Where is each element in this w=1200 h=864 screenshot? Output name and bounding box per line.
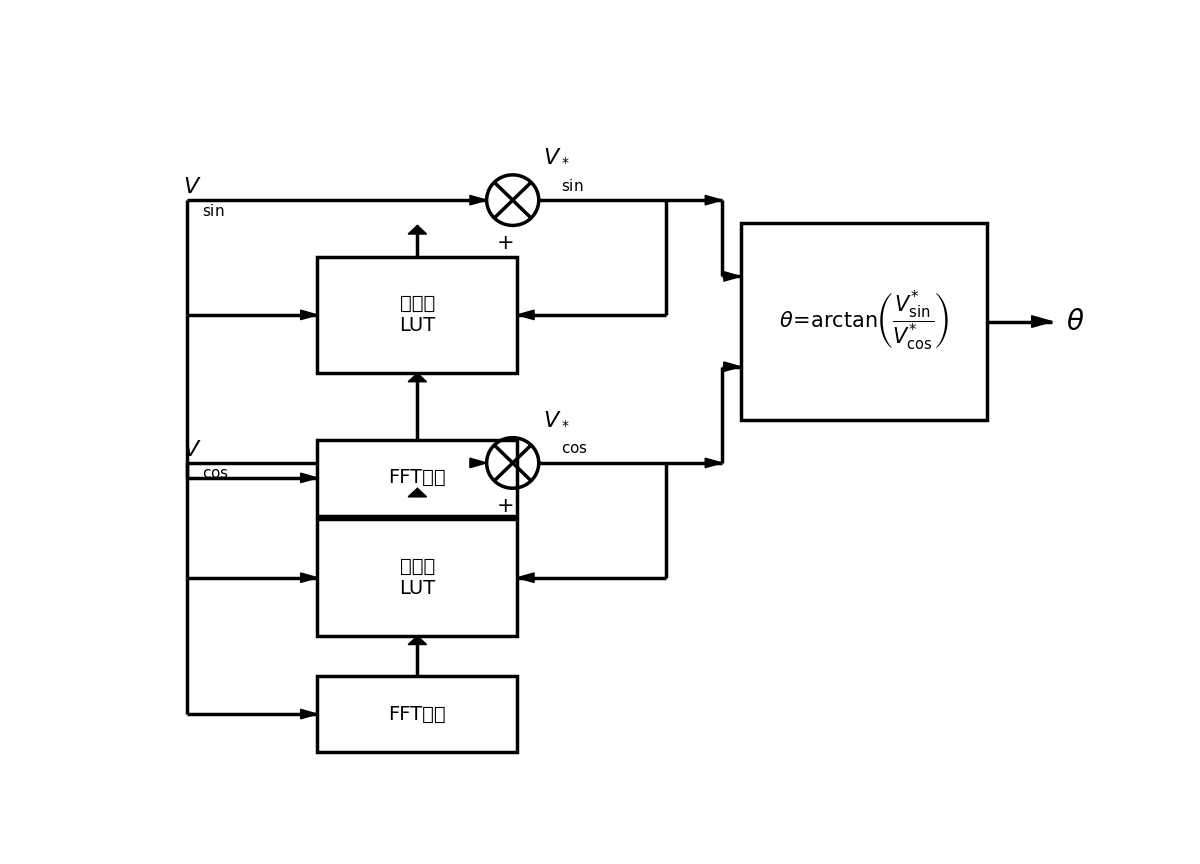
Text: 查找表
LUT: 查找表 LUT xyxy=(400,557,436,598)
Text: $*$: $*$ xyxy=(562,417,570,431)
Text: $\mathrm{sin}$: $\mathrm{sin}$ xyxy=(202,204,224,219)
Text: $*$: $*$ xyxy=(562,154,570,168)
Polygon shape xyxy=(470,195,487,205)
Bar xyxy=(317,676,517,753)
Text: $V$: $V$ xyxy=(182,440,202,460)
Polygon shape xyxy=(724,362,740,372)
Text: $V$: $V$ xyxy=(544,149,562,168)
Text: $\mathrm{cos}$: $\mathrm{cos}$ xyxy=(562,441,588,456)
Text: 查找表
LUT: 查找表 LUT xyxy=(400,295,436,335)
Text: $+$: $+$ xyxy=(497,496,514,516)
Polygon shape xyxy=(517,310,534,320)
Bar xyxy=(317,519,517,636)
Polygon shape xyxy=(706,458,722,467)
Text: $\theta\!=\!\arctan\!\left(\dfrac{V_{\mathrm{sin}}^{*}}{V_{\mathrm{cos}}^{*}}\ri: $\theta\!=\!\arctan\!\left(\dfrac{V_{\ma… xyxy=(779,290,949,353)
Polygon shape xyxy=(301,310,317,320)
Text: $V$: $V$ xyxy=(544,411,562,431)
Text: $\theta$: $\theta$ xyxy=(1066,308,1085,335)
Polygon shape xyxy=(301,473,317,483)
Text: $\mathrm{cos}$: $\mathrm{cos}$ xyxy=(202,467,229,481)
Text: FFT变换: FFT变换 xyxy=(389,704,446,723)
Bar xyxy=(317,257,517,373)
Bar xyxy=(317,440,517,516)
Text: $\mathrm{sin}$: $\mathrm{sin}$ xyxy=(562,178,583,194)
Polygon shape xyxy=(408,226,426,234)
Polygon shape xyxy=(724,271,740,281)
Text: $V$: $V$ xyxy=(182,177,202,197)
Polygon shape xyxy=(517,573,534,582)
Polygon shape xyxy=(408,636,426,645)
Polygon shape xyxy=(1032,315,1052,327)
Text: $+$: $+$ xyxy=(497,233,514,253)
Polygon shape xyxy=(408,488,426,497)
Polygon shape xyxy=(470,458,487,467)
Bar xyxy=(740,224,986,420)
Polygon shape xyxy=(301,709,317,719)
Polygon shape xyxy=(706,195,722,205)
Polygon shape xyxy=(408,373,426,382)
Polygon shape xyxy=(301,573,317,582)
Text: FFT变换: FFT变换 xyxy=(389,468,446,487)
